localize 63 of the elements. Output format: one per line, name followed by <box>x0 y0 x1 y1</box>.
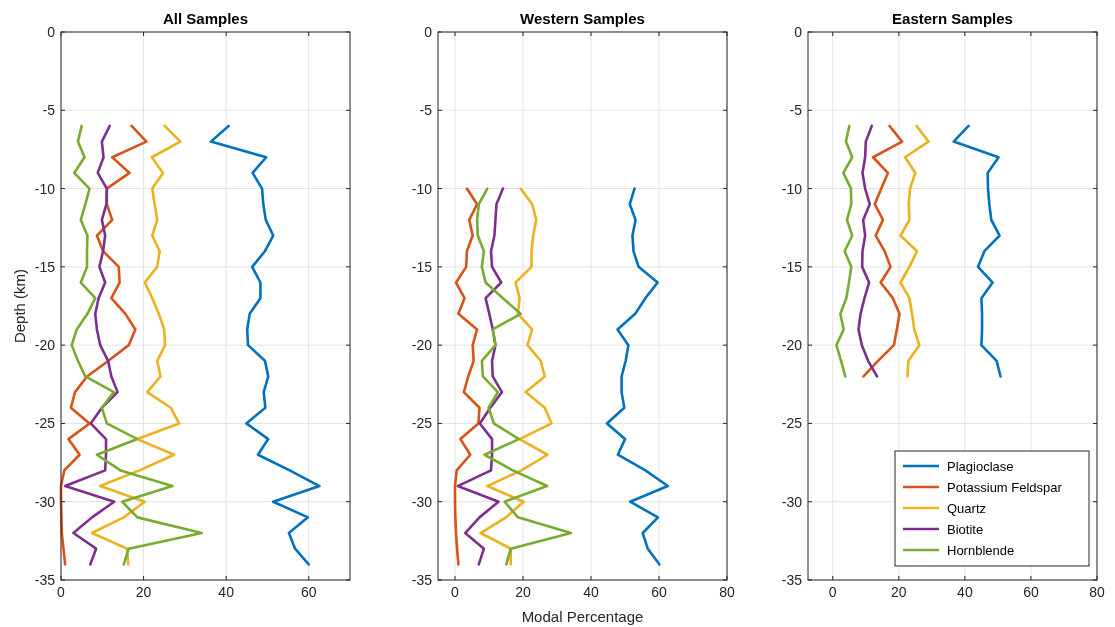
y-tick-label: -35 <box>34 572 56 588</box>
y-tick-label: -5 <box>419 102 433 119</box>
chart-title: Eastern Samples <box>892 10 1013 27</box>
line-series <box>479 187 553 566</box>
y-tick-label: 0 <box>794 24 803 40</box>
y-tick-label: -25 <box>781 415 803 432</box>
x-tick-label: 80 <box>1089 584 1105 600</box>
y-tick-label: -20 <box>411 337 433 354</box>
y-tick-label: -15 <box>411 258 433 275</box>
x-tick-label: 60 <box>1023 584 1039 600</box>
y-tick-label: -10 <box>411 180 433 197</box>
line-series <box>899 124 930 378</box>
line-series <box>857 124 879 378</box>
y-tick-label: -35 <box>411 572 433 588</box>
x-tick-label: 0 <box>451 584 460 600</box>
legend-label: Plagioclase <box>947 459 1014 474</box>
y-tick-label: -10 <box>781 180 803 197</box>
x-tick-label: 60 <box>300 584 317 600</box>
line-series <box>862 124 904 378</box>
x-tick-label: 20 <box>135 584 152 600</box>
line-series <box>90 124 182 566</box>
x-tick-label: 20 <box>891 584 907 600</box>
y-tick-label: -10 <box>34 180 56 197</box>
chart-title: Western Samples <box>520 10 645 27</box>
legend-label: Quartz <box>947 501 987 516</box>
line-series <box>952 124 1002 378</box>
y-tick-label: -15 <box>34 258 56 275</box>
legend-label: Potassium Feldspar <box>947 480 1063 495</box>
y-tick-label: -20 <box>34 337 56 354</box>
x-tick-label: 40 <box>957 584 973 600</box>
y-tick-label: 0 <box>47 24 56 40</box>
x-tick-label: 20 <box>515 584 531 600</box>
x-tick-label: 60 <box>651 584 667 600</box>
y-tick-label: -30 <box>34 493 56 510</box>
y-tick-label: -35 <box>781 572 803 588</box>
y-tick-label: -15 <box>781 258 803 275</box>
legend-label: Biotite <box>947 522 984 537</box>
x-tick-label: 40 <box>583 584 599 600</box>
line-series <box>209 124 321 566</box>
y-tick-label: 0 <box>424 24 433 40</box>
y-tick-label: -25 <box>34 415 56 432</box>
x-tick-label: 0 <box>57 584 66 600</box>
line-series <box>835 124 854 378</box>
y-tick-label: -25 <box>411 415 433 432</box>
line-series <box>475 187 573 566</box>
line-series <box>605 187 670 566</box>
line-series <box>456 187 505 566</box>
y-tick-label: -30 <box>781 493 803 510</box>
y-tick-label: -30 <box>411 493 433 510</box>
line-series <box>70 124 204 566</box>
x-tick-label: 80 <box>719 584 735 600</box>
line-series <box>453 187 481 566</box>
x-tick-label: 40 <box>218 584 235 600</box>
y-tick-label: -20 <box>781 337 803 354</box>
line-series <box>59 124 148 566</box>
chart-title: All Samples <box>162 10 249 27</box>
y-axis-title: Depth (km) <box>11 268 28 344</box>
y-tick-label: -5 <box>42 102 56 119</box>
x-tick-label: 0 <box>828 584 837 600</box>
line-series <box>63 124 119 566</box>
y-tick-label: -5 <box>789 102 803 119</box>
legend-label: Hornblende <box>947 543 1015 558</box>
x-axis-title: Modal Percentage <box>521 608 644 625</box>
